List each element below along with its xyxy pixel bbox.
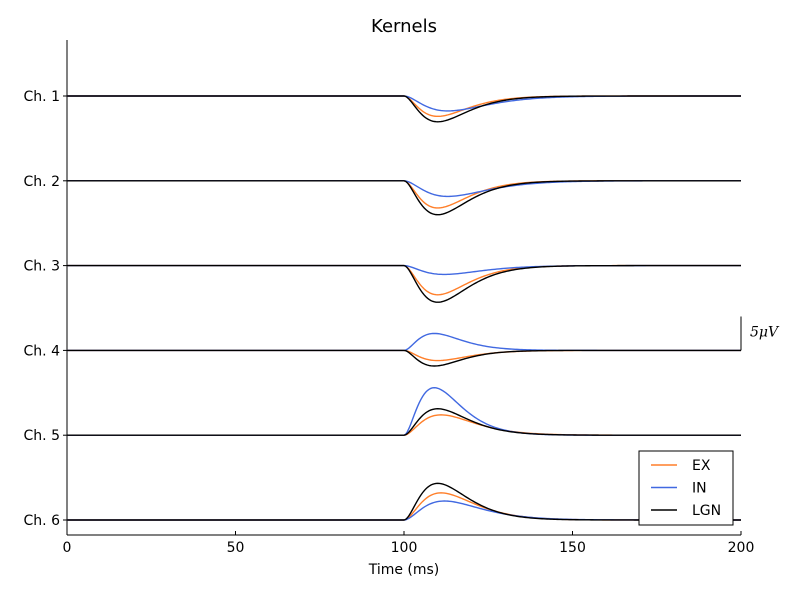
channel-label: Ch. 2 — [24, 174, 60, 190]
legend: EX IN LGN — [638, 450, 734, 526]
series-line-ex — [67, 180, 741, 209]
legend-label: EX — [692, 458, 711, 474]
series-line-in — [67, 95, 741, 112]
channel-label: Ch. 6 — [24, 513, 61, 529]
channel-labels: Ch. 1 Ch. 2 Ch. 3 Ch. 4 Ch. 5 Ch. 6 — [24, 89, 67, 529]
legend-label: IN — [692, 481, 707, 497]
x-tick-label: 50 — [227, 540, 245, 556]
channel-label: Ch. 3 — [24, 259, 60, 275]
series-line-lgn — [67, 264, 741, 303]
channel-label: Ch. 1 — [24, 89, 60, 105]
legend-label: LGN — [692, 503, 721, 519]
chart-title: Kernels — [371, 16, 437, 37]
scale-bar: 5μV — [740, 316, 780, 351]
series-line-in — [67, 332, 741, 352]
x-tick-label: 150 — [559, 540, 586, 556]
channel-label: Ch. 5 — [24, 428, 60, 444]
x-ticks: 0 50 100 150 200 — [63, 531, 755, 556]
series-line-in — [67, 264, 741, 276]
series-line-lgn — [67, 180, 741, 216]
series-line-lgn — [67, 349, 741, 367]
x-tick-label: 200 — [728, 540, 755, 556]
channel-label: Ch. 4 — [24, 343, 61, 359]
series-line-in — [67, 180, 741, 198]
series-line-in — [67, 387, 741, 436]
traces-group — [67, 95, 741, 521]
series-line-ex — [67, 95, 741, 118]
scale-bar-label: 5μV — [750, 324, 780, 340]
x-tick-label: 0 — [63, 540, 72, 556]
x-tick-label: 100 — [391, 540, 418, 556]
series-line-lgn — [67, 95, 741, 123]
x-axis-label: Time (ms) — [368, 562, 440, 578]
series-line-lgn — [67, 482, 741, 521]
series-line-ex — [67, 349, 741, 362]
series-line-ex — [67, 264, 741, 296]
series-line-ex — [67, 414, 741, 436]
series-line-lgn — [67, 408, 741, 436]
